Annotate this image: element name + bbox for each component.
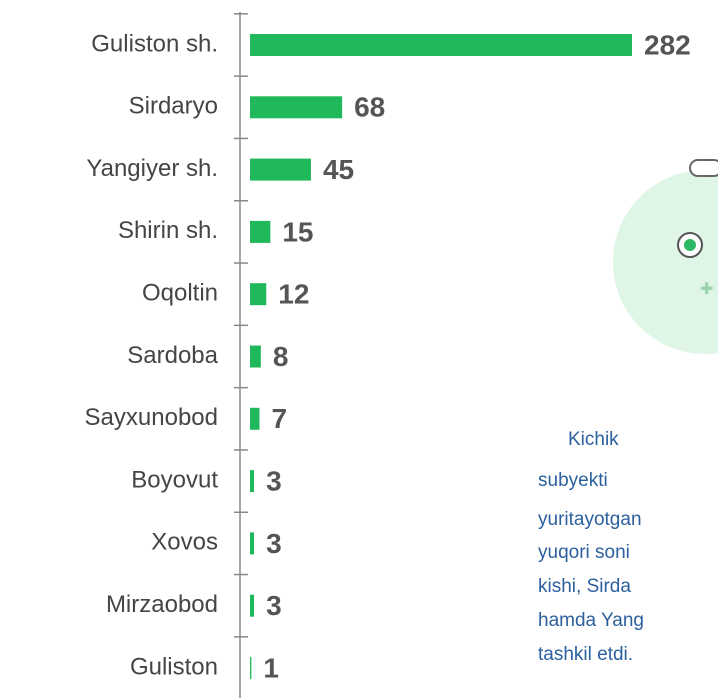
value-label: 3 [266, 590, 282, 621]
value-label: 68 [354, 92, 385, 123]
value-label: 7 [271, 403, 287, 434]
bar [250, 34, 632, 56]
category-label: Boyovut [131, 466, 218, 493]
category-label: Sirdaryo [129, 93, 218, 120]
annotation-line: subyekti [538, 470, 608, 491]
bar [250, 532, 255, 555]
bar [250, 345, 261, 368]
category-label: Guliston sh. [91, 30, 218, 57]
value-label: 15 [282, 216, 313, 247]
value-label: 45 [323, 154, 354, 185]
category-label: Oqoltin [142, 280, 218, 307]
value-label: 12 [278, 279, 309, 310]
category-label: Xovos [151, 529, 218, 556]
annotation-line: Kichik [568, 429, 619, 450]
category-label: Guliston [130, 653, 218, 680]
bar [250, 407, 260, 430]
annotation-line: yuritayotgan [538, 509, 642, 530]
svg-text:✚: ✚ [700, 281, 713, 298]
value-label: 3 [266, 465, 282, 496]
category-label: Sardoba [127, 342, 218, 369]
bar [250, 594, 255, 617]
illustration: ✚ [613, 159, 718, 354]
bar [250, 96, 343, 119]
bar [250, 158, 311, 181]
category-label: Mirzaobod [106, 591, 218, 618]
bar [250, 283, 267, 306]
annotation-line: yuqori soni [538, 542, 630, 563]
bar [250, 220, 271, 243]
annotation-line: tashkil etdi. [538, 644, 633, 665]
category-label: Sayxunobod [85, 404, 218, 431]
category-label: Yangiyer sh. [86, 155, 218, 182]
category-label: Shirin sh. [118, 217, 218, 244]
annotation-line: kishi, Sirda [538, 576, 631, 597]
value-label: 3 [266, 528, 282, 559]
annotation-line: hamda Yang [538, 610, 644, 631]
bar [250, 657, 252, 679]
value-label: 1 [263, 652, 279, 683]
value-label: 282 [644, 29, 691, 60]
value-label: 8 [273, 341, 289, 372]
bar [250, 470, 255, 493]
